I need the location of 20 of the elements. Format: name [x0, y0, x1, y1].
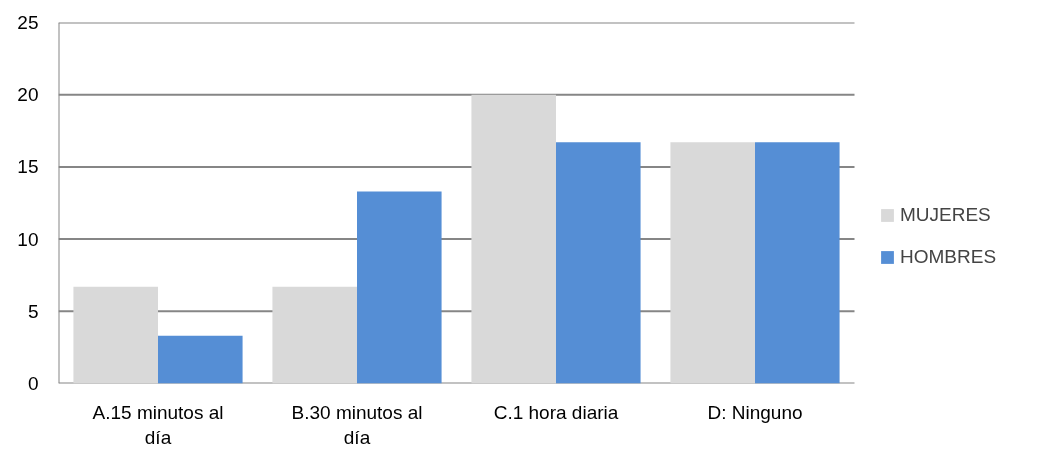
bar [755, 142, 840, 384]
bar [73, 286, 158, 384]
y-tick-label: 5 [27, 300, 39, 322]
bar [670, 142, 755, 384]
legend-label: HOMBRES [900, 246, 997, 268]
x-tick-label: D: Ninguno [707, 401, 803, 423]
y-tick-label: 20 [17, 84, 39, 106]
y-tick-label: 15 [17, 156, 39, 178]
bar [357, 191, 442, 384]
bar [272, 286, 357, 384]
x-tick-label: C.1 hora diaria [493, 401, 619, 423]
legend-label: MUJERES [900, 204, 991, 226]
y-tick-label: 0 [27, 373, 39, 394]
bar [158, 335, 243, 384]
x-tick-label: B.30 minutos al día [291, 401, 423, 448]
bar [471, 94, 556, 384]
y-tick-label: 25 [17, 12, 39, 33]
bar [556, 142, 641, 384]
x-tick-label: A.15 minutos al día [92, 401, 224, 448]
y-tick-label: 10 [17, 228, 39, 250]
